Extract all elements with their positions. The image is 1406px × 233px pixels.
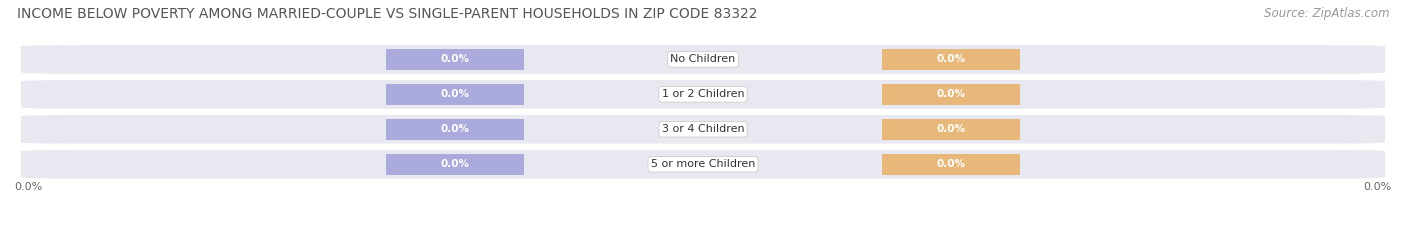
Text: 0.0%: 0.0% [440, 124, 470, 134]
Text: No Children: No Children [671, 55, 735, 64]
Bar [882, 154, 1019, 175]
Text: 0.0%: 0.0% [936, 159, 966, 169]
Text: 0.0%: 0.0% [936, 124, 966, 134]
Text: 0.0%: 0.0% [440, 89, 470, 99]
Bar [387, 84, 524, 105]
FancyBboxPatch shape [21, 80, 1385, 109]
Bar [882, 84, 1019, 105]
Text: 3 or 4 Children: 3 or 4 Children [662, 124, 744, 134]
Text: INCOME BELOW POVERTY AMONG MARRIED-COUPLE VS SINGLE-PARENT HOUSEHOLDS IN ZIP COD: INCOME BELOW POVERTY AMONG MARRIED-COUPL… [17, 7, 758, 21]
Text: 1 or 2 Children: 1 or 2 Children [662, 89, 744, 99]
FancyBboxPatch shape [21, 115, 1385, 144]
Text: 0.0%: 0.0% [936, 89, 966, 99]
Text: 0.0%: 0.0% [1364, 182, 1392, 192]
Text: 0.0%: 0.0% [440, 55, 470, 64]
Bar [882, 119, 1019, 140]
FancyBboxPatch shape [21, 150, 1385, 179]
Text: Source: ZipAtlas.com: Source: ZipAtlas.com [1264, 7, 1389, 20]
Legend: Married Couples, Single Parents: Married Couples, Single Parents [586, 230, 820, 233]
Text: 0.0%: 0.0% [440, 159, 470, 169]
Text: 5 or more Children: 5 or more Children [651, 159, 755, 169]
Bar [882, 49, 1019, 70]
FancyBboxPatch shape [21, 45, 1385, 74]
Text: 0.0%: 0.0% [14, 182, 42, 192]
Bar [387, 49, 524, 70]
Bar [387, 119, 524, 140]
Text: 0.0%: 0.0% [936, 55, 966, 64]
Bar [387, 154, 524, 175]
